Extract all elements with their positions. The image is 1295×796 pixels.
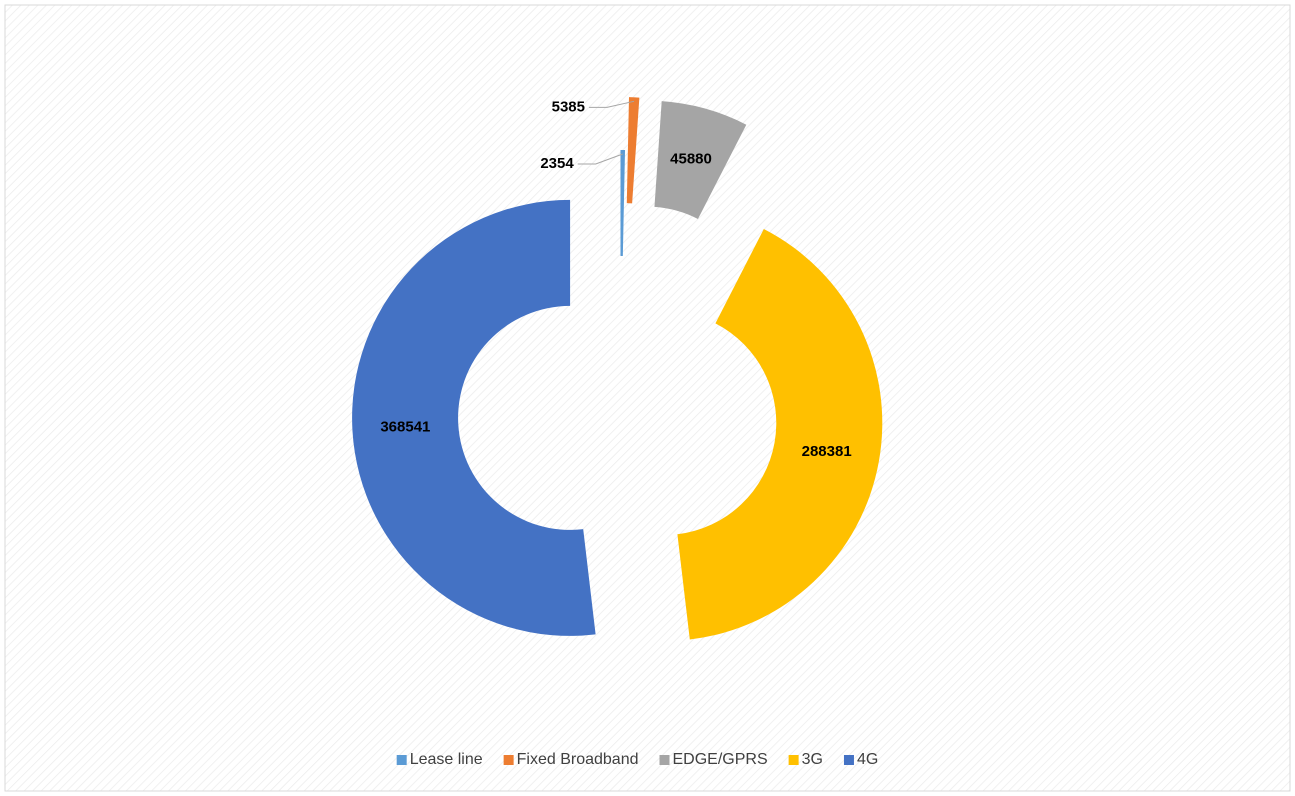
legend-swatch [396, 755, 407, 765]
legend-label: 3G [802, 751, 823, 768]
legend-label: 4G [857, 751, 878, 768]
doughnut-slice [626, 97, 640, 204]
value-label: 288381 [802, 443, 852, 460]
legend: Lease line Fixed Broadband EDGE/GPRS 3G 4G [396, 751, 878, 768]
doughnut-slice [677, 229, 883, 640]
legend-swatch [788, 755, 799, 765]
legend-label: EDGE/GPRS [672, 751, 767, 768]
legend-label: Lease line [410, 751, 483, 768]
doughnut-slice [620, 150, 626, 257]
legend-label: Fixed Broadband [517, 751, 639, 768]
doughnut-slice [654, 101, 747, 220]
legend-swatch [503, 755, 514, 765]
value-label: 2354 [540, 155, 574, 172]
doughnut-slice [352, 199, 596, 636]
value-label: 45880 [670, 151, 712, 168]
legend-swatch [843, 755, 854, 765]
legend-swatch [659, 755, 670, 765]
leader-line [589, 100, 635, 108]
plot: 2354 5385 45880 288381 368541 [352, 97, 883, 640]
leader-line [577, 153, 623, 165]
chart-area [4, 4, 1291, 792]
value-label: 368541 [380, 419, 430, 436]
value-label: 5385 [552, 98, 585, 115]
